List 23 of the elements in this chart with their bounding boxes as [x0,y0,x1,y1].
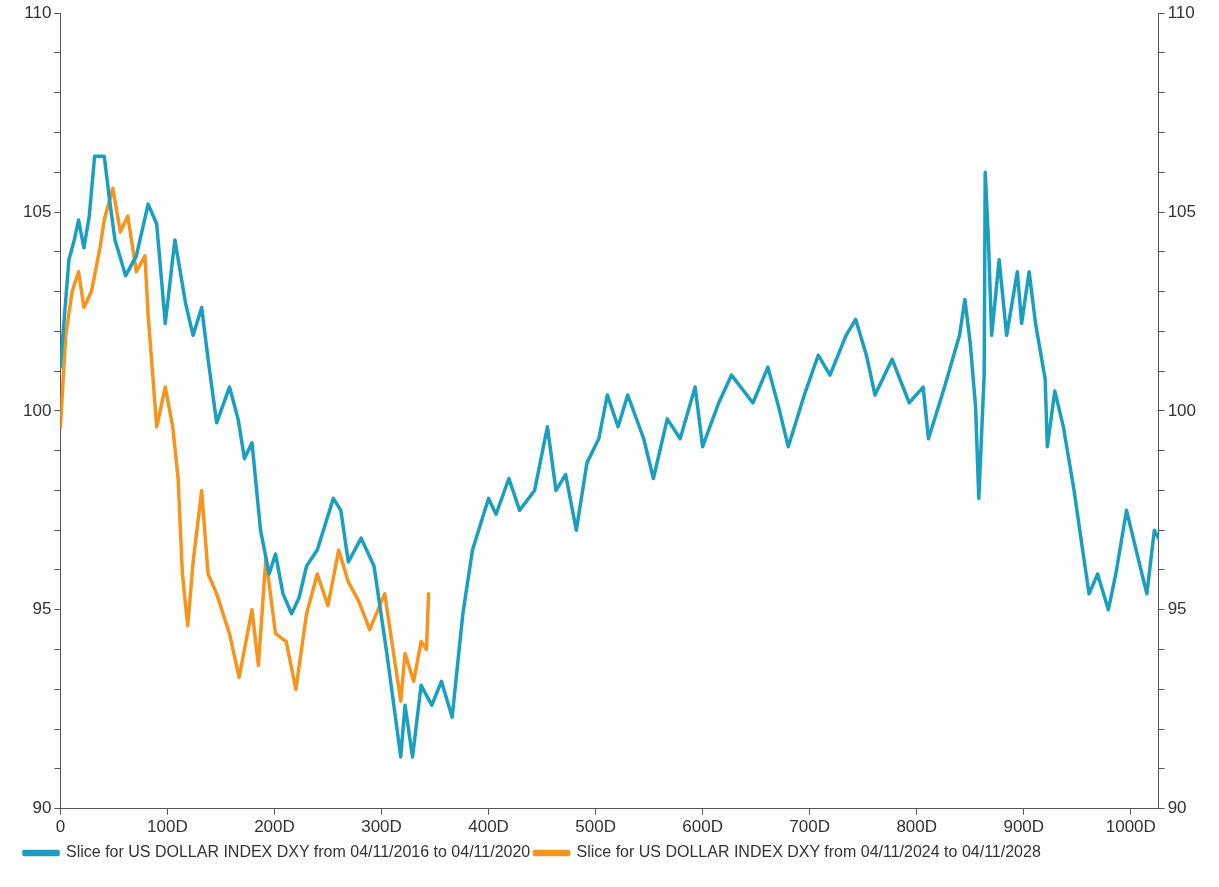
x-tick-label: 0 [55,817,66,837]
y2-tick-label: 110 [1167,2,1195,22]
x-tick-label: 200D [254,817,295,837]
x-tick-label: 900D [1003,817,1045,837]
y2-tick-label: 90 [1167,798,1187,818]
y-tick-label: 90 [32,798,52,818]
legend-label: Slice for US DOLLAR INDEX DXY from 04/11/2024 to 04/11/2028 [576,843,1041,861]
x-tick-label: 800D [896,817,938,837]
y2-tick-label: 100 [1167,400,1197,420]
x-tick-label: 400D [468,817,509,837]
x-tick-label: 300D [361,817,402,837]
y-tick-label: 110 [24,2,52,22]
y-tick-label: 95 [32,599,52,619]
y2-tick-label: 95 [1167,599,1187,619]
y-tick-label: 105 [22,201,52,221]
y2-tick-label: 105 [1167,201,1197,221]
x-tick-label: 500D [575,817,616,837]
x-tick-label: 100D [147,817,188,837]
x-tick-label: 600D [682,817,723,837]
x-tick-label: 700D [789,817,830,837]
legend-label: Slice for US DOLLAR INDEX DXY from 04/11/2016 to 04/11/2020 [66,843,531,861]
x-tick-label: 1000D [1105,817,1156,837]
y-tick-label: 100 [22,400,52,420]
